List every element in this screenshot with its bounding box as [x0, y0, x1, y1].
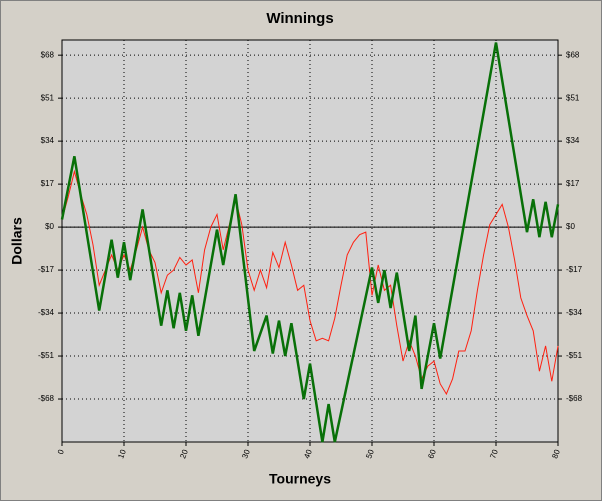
y-axis-label: Dollars	[9, 217, 25, 265]
x-tick-label: 0	[56, 448, 66, 456]
x-tick-label: 80	[550, 448, 562, 460]
series-line	[60, 42, 560, 443]
series-line	[61, 169, 559, 396]
x-tick-label: 20	[178, 448, 190, 460]
y-tick-label: -$68	[38, 394, 55, 403]
y2-tick-label: $0	[566, 222, 575, 231]
x-tick-label: 50	[364, 448, 376, 460]
y2-tick-label: $68	[566, 50, 580, 59]
x-tick-label: 60	[426, 448, 438, 460]
chart-title: Winnings	[266, 10, 333, 27]
y2-tick-label: -$34	[566, 308, 583, 317]
y2-tick-label: -$68	[566, 394, 583, 403]
y-tick-label: $68	[41, 50, 55, 59]
y2-tick-label: $34	[566, 136, 580, 145]
y2-tick-label: -$51	[566, 351, 583, 360]
y-tick-label: $51	[41, 93, 55, 102]
y-tick-label: -$51	[38, 351, 55, 360]
y2-tick-label: -$17	[566, 265, 583, 274]
y2-tick-label: $17	[566, 179, 580, 188]
y2-tick-label: $51	[566, 93, 580, 102]
y-tick-label: $17	[41, 179, 55, 188]
x-tick-label: 30	[240, 448, 252, 460]
y-tick-label: -$34	[38, 308, 55, 317]
x-axis-label: Tourneys	[269, 471, 331, 487]
x-tick-label: 70	[488, 448, 500, 460]
y-tick-label: $34	[41, 136, 55, 145]
x-tick-label: 40	[302, 448, 314, 460]
x-tick-label: 10	[116, 448, 128, 460]
y-tick-label: -$17	[38, 265, 55, 274]
y-tick-label: $0	[45, 222, 54, 231]
